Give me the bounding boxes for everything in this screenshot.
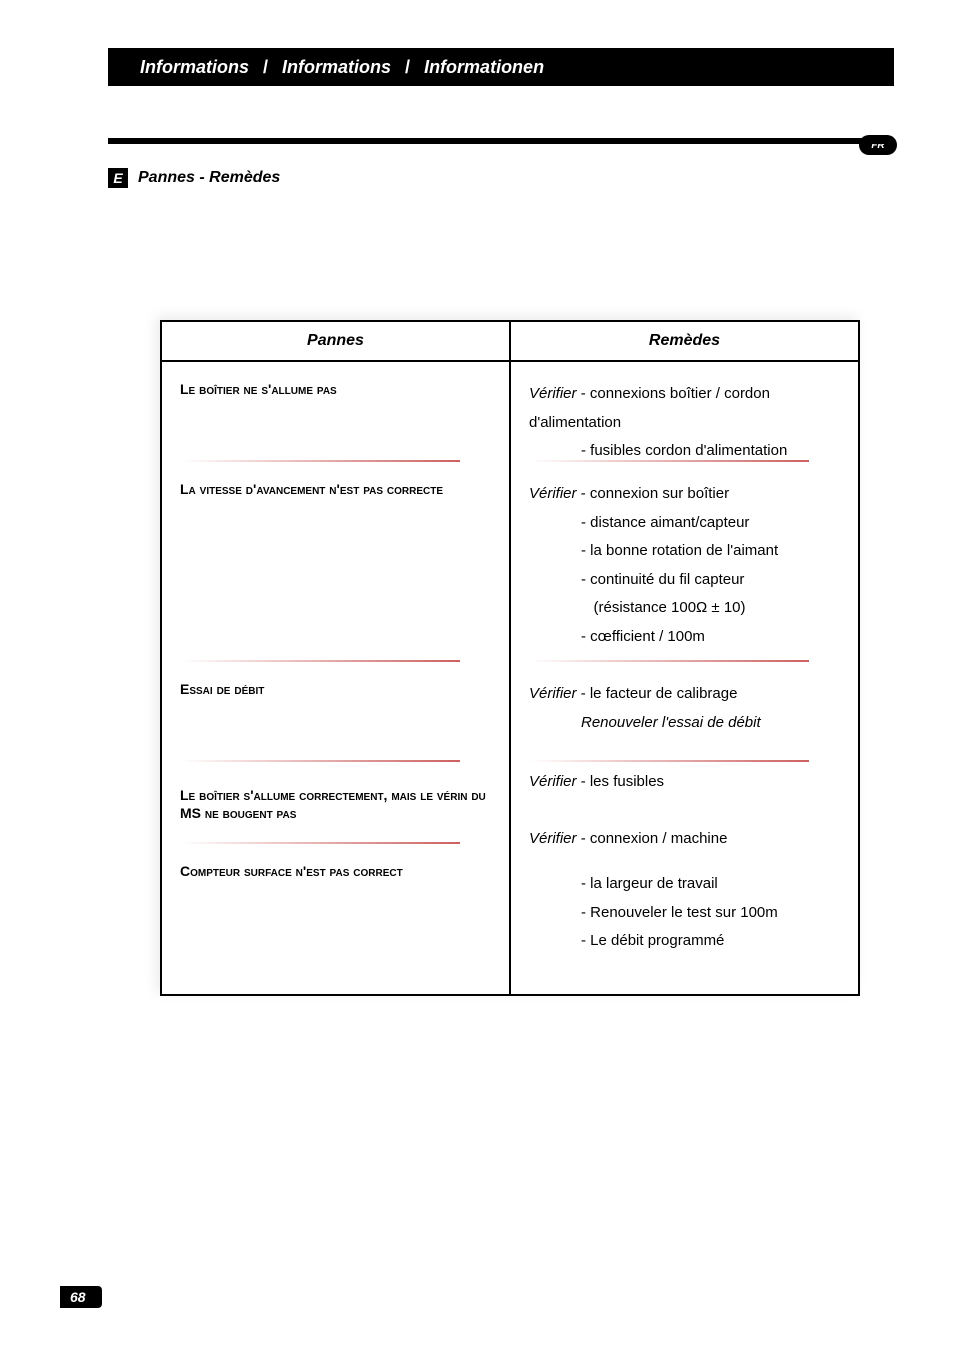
panne-cell-2: Essai de débit xyxy=(162,662,509,760)
panne-cell-0: Le boîtier ne s'allume pas xyxy=(162,362,509,460)
panne-title-3: Le boîtier s'allume correctement, mais l… xyxy=(180,786,493,822)
section-heading: E Pannes - Remèdes xyxy=(108,168,280,188)
section-title: Pannes - Remèdes xyxy=(138,169,280,187)
remede-lead-3a: Vérifier xyxy=(529,773,577,790)
remede-item: - distance aimant/capteur xyxy=(529,509,842,538)
panne-cell-4: Compteur surface n'est pas correct xyxy=(162,844,509,994)
remede-cell-4: - la largeur de travail - Renouveler le … xyxy=(511,844,858,994)
remede-lead-0: Vérifier xyxy=(529,385,577,402)
panne-cell-3: Le boîtier s'allume correctement, mais l… xyxy=(162,762,509,842)
horizontal-rule xyxy=(108,138,894,144)
table-header-pannes: Pannes xyxy=(162,322,511,360)
panne-title-2: Essai de débit xyxy=(180,680,493,698)
header-bar: Informations / Informations / Informatio… xyxy=(108,48,894,86)
remede-item: - Renouveler le test sur 100m xyxy=(529,899,842,928)
remede-cell-3: Vérifier - les fusibles Vérifier - conne… xyxy=(511,762,858,842)
header-sep-1: / xyxy=(263,57,268,78)
remede-item: - connexion sur boîtier xyxy=(581,485,729,502)
remede-item: - Le débit programmé xyxy=(529,927,842,956)
header-sep-2: / xyxy=(405,57,410,78)
remede-item: - le facteur de calibrage xyxy=(581,685,738,702)
table-header-remedes: Remèdes xyxy=(511,322,858,360)
remede-item: - la bonne rotation de l'aimant xyxy=(529,537,842,566)
remede-cell-1: Vérifier - connexion sur boîtier - dista… xyxy=(511,462,858,660)
header-title-en: Informations xyxy=(282,57,391,78)
troubleshoot-table: Pannes Remèdes Le boîtier ne s'allume pa… xyxy=(160,320,860,996)
remede-item: - continuité du fil capteur xyxy=(529,566,842,595)
remede-item: (résistance 100Ω ± 10) xyxy=(529,594,842,623)
table-col-remedes: Vérifier - connexions boîtier / cordon d… xyxy=(511,362,858,994)
remede-item: - cœfficient / 100m xyxy=(529,623,842,652)
remede-item: - les fusibles xyxy=(581,773,664,790)
table-col-pannes: Le boîtier ne s'allume pas La vitesse d'… xyxy=(162,362,511,994)
remede-item: - la largeur de travail xyxy=(529,870,842,899)
remede-cell-2: Vérifier - le facteur de calibrage Renou… xyxy=(511,662,858,760)
header-title-fr: Informations xyxy=(140,57,249,78)
table-header-row: Pannes Remèdes xyxy=(162,322,858,362)
section-letter-box: E xyxy=(108,168,128,188)
table-body: Le boîtier ne s'allume pas La vitesse d'… xyxy=(162,362,858,994)
remede-action-2: Renouveler l'essai de débit xyxy=(529,709,842,738)
panne-title-1: La vitesse d'avancement n'est pas correc… xyxy=(180,480,493,498)
panne-cell-1: La vitesse d'avancement n'est pas correc… xyxy=(162,462,509,660)
header-title-de: Informationen xyxy=(424,57,544,78)
page-number: 68 xyxy=(60,1286,102,1308)
remede-cell-0: Vérifier - connexions boîtier / cordon d… xyxy=(511,362,858,460)
panne-title-4: Compteur surface n'est pas correct xyxy=(180,862,493,880)
panne-title-0: Le boîtier ne s'allume pas xyxy=(180,380,493,398)
remede-lead-2: Vérifier xyxy=(529,685,577,702)
remede-lead-1: Vérifier xyxy=(529,485,577,502)
